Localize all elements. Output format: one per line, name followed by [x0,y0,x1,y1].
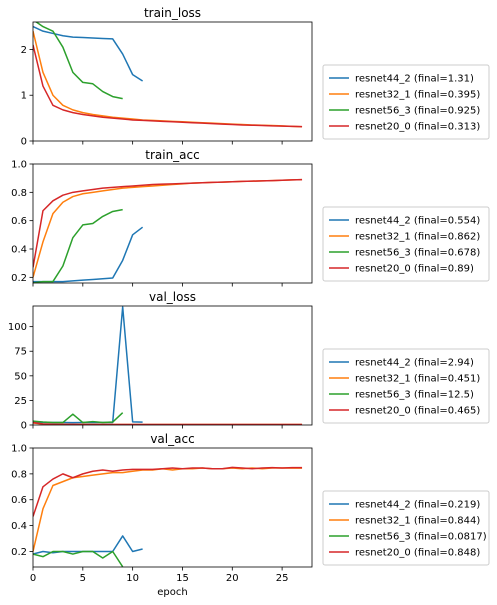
legend-entry: resnet44_2 (final=0.554) [355,216,480,227]
chart-title: train_loss [144,6,201,20]
chart-title: val_acc [150,432,194,446]
plot-frame [32,163,313,284]
y-tick-label: 75 [14,347,27,358]
x-tick-label: 10 [126,573,139,584]
legend: resnet44_2 (final=0.554) resnet32_1 (fina… [322,206,490,282]
legend-entry: resnet44_2 (final=0.219) [355,500,480,511]
y-tick-label: 0.2 [11,273,27,284]
series-line-2 [33,412,124,424]
plot-frame [32,21,313,142]
legend-entry: resnet32_1 (final=0.451) [355,374,480,385]
y-tick-label: 2 [21,45,27,56]
y-tick-label: 100 [8,322,27,333]
x-tick-label: 25 [276,573,289,584]
chart-title: val_loss [149,290,196,304]
legend-entry: resnet56_3 (final=0.678) [355,248,480,259]
series-line-3 [33,44,303,128]
series-line-0 [33,226,144,283]
chart-panel-val-acc: val_acc 0 5 10 15 20 25 0.2 0.4 0.6 0.8 1.0 epoch res… [11,432,490,598]
legend-entry: resnet32_1 (final=0.395) [355,90,480,101]
y-tick-label: 0.8 [11,188,27,199]
x-axis-label: epoch [157,587,187,598]
y-tick-label: 0.8 [11,469,27,480]
plot-frame [32,447,313,568]
series-line-2 [33,550,124,567]
legend-frame [322,64,490,140]
series-line-0 [33,25,144,82]
legend-frame [322,206,490,282]
y-tick-label: 25 [14,396,27,407]
chart-panel-train-acc: train_acc 0.2 0.4 0.6 0.8 1.0 resnet44_2 (fina… [11,148,490,287]
y-tick-label: 0.6 [11,495,27,506]
legend: resnet44_2 (final=2.94) resnet32_1 (final… [322,348,490,424]
legend-entry: resnet56_3 (final=12.5) [355,390,474,401]
legend-entry: resnet44_2 (final=1.31) [355,74,474,85]
series-line-3 [33,421,303,425]
y-tick-label: 0.2 [11,547,27,558]
series-line-1 [33,178,303,278]
legend-entry: resnet20_0 (final=0.313) [355,122,480,133]
chart-panel-val-loss: val_loss 0 25 50 75 100 resnet44_2 (final=2.94… [8,290,490,432]
y-tick-label: 1 [21,91,27,102]
y-tick-label: 1.0 [11,160,27,171]
series-line-1 [33,467,303,552]
y-tick-label: 0.4 [11,521,27,532]
legend-entry: resnet44_2 (final=2.94) [355,358,474,369]
y-tick-label: 1.0 [11,444,27,455]
series-line-3 [33,466,303,517]
y-tick-label: 50 [14,371,27,382]
legend-entry: resnet56_3 (final=0.925) [355,106,480,117]
legend-entry: resnet56_3 (final=0.0817) [355,532,487,543]
x-tick-label: 15 [176,573,189,584]
legend-entry: resnet32_1 (final=0.844) [355,516,480,527]
legend-entry: resnet20_0 (final=0.89) [355,264,474,275]
plot-frame [32,305,313,426]
series-line-0 [33,306,143,424]
x-tick-label: 5 [80,573,86,584]
y-tick-label: 0.6 [11,216,27,227]
legend-frame [322,490,490,566]
y-tick-label: 0 [21,137,27,148]
legend-entry: resnet32_1 (final=0.862) [355,232,480,243]
legend: resnet44_2 (final=0.219) resnet32_1 (fina… [322,490,490,566]
chart-title: train_acc [145,148,199,162]
legend-frame [322,348,490,424]
y-tick-label: 0.4 [11,245,27,256]
legend-entry: resnet20_0 (final=0.848) [355,548,480,559]
x-tick-label: 0 [30,573,36,584]
series-line-2 [33,208,123,283]
series-line-3 [33,178,303,268]
y-tick-label: 0 [21,421,27,432]
series-line-2 [34,22,123,100]
legend-entry: resnet20_0 (final=0.465) [355,406,480,417]
legend: resnet44_2 (final=1.31) resnet32_1 (final… [322,64,490,140]
x-tick-label: 20 [226,573,239,584]
